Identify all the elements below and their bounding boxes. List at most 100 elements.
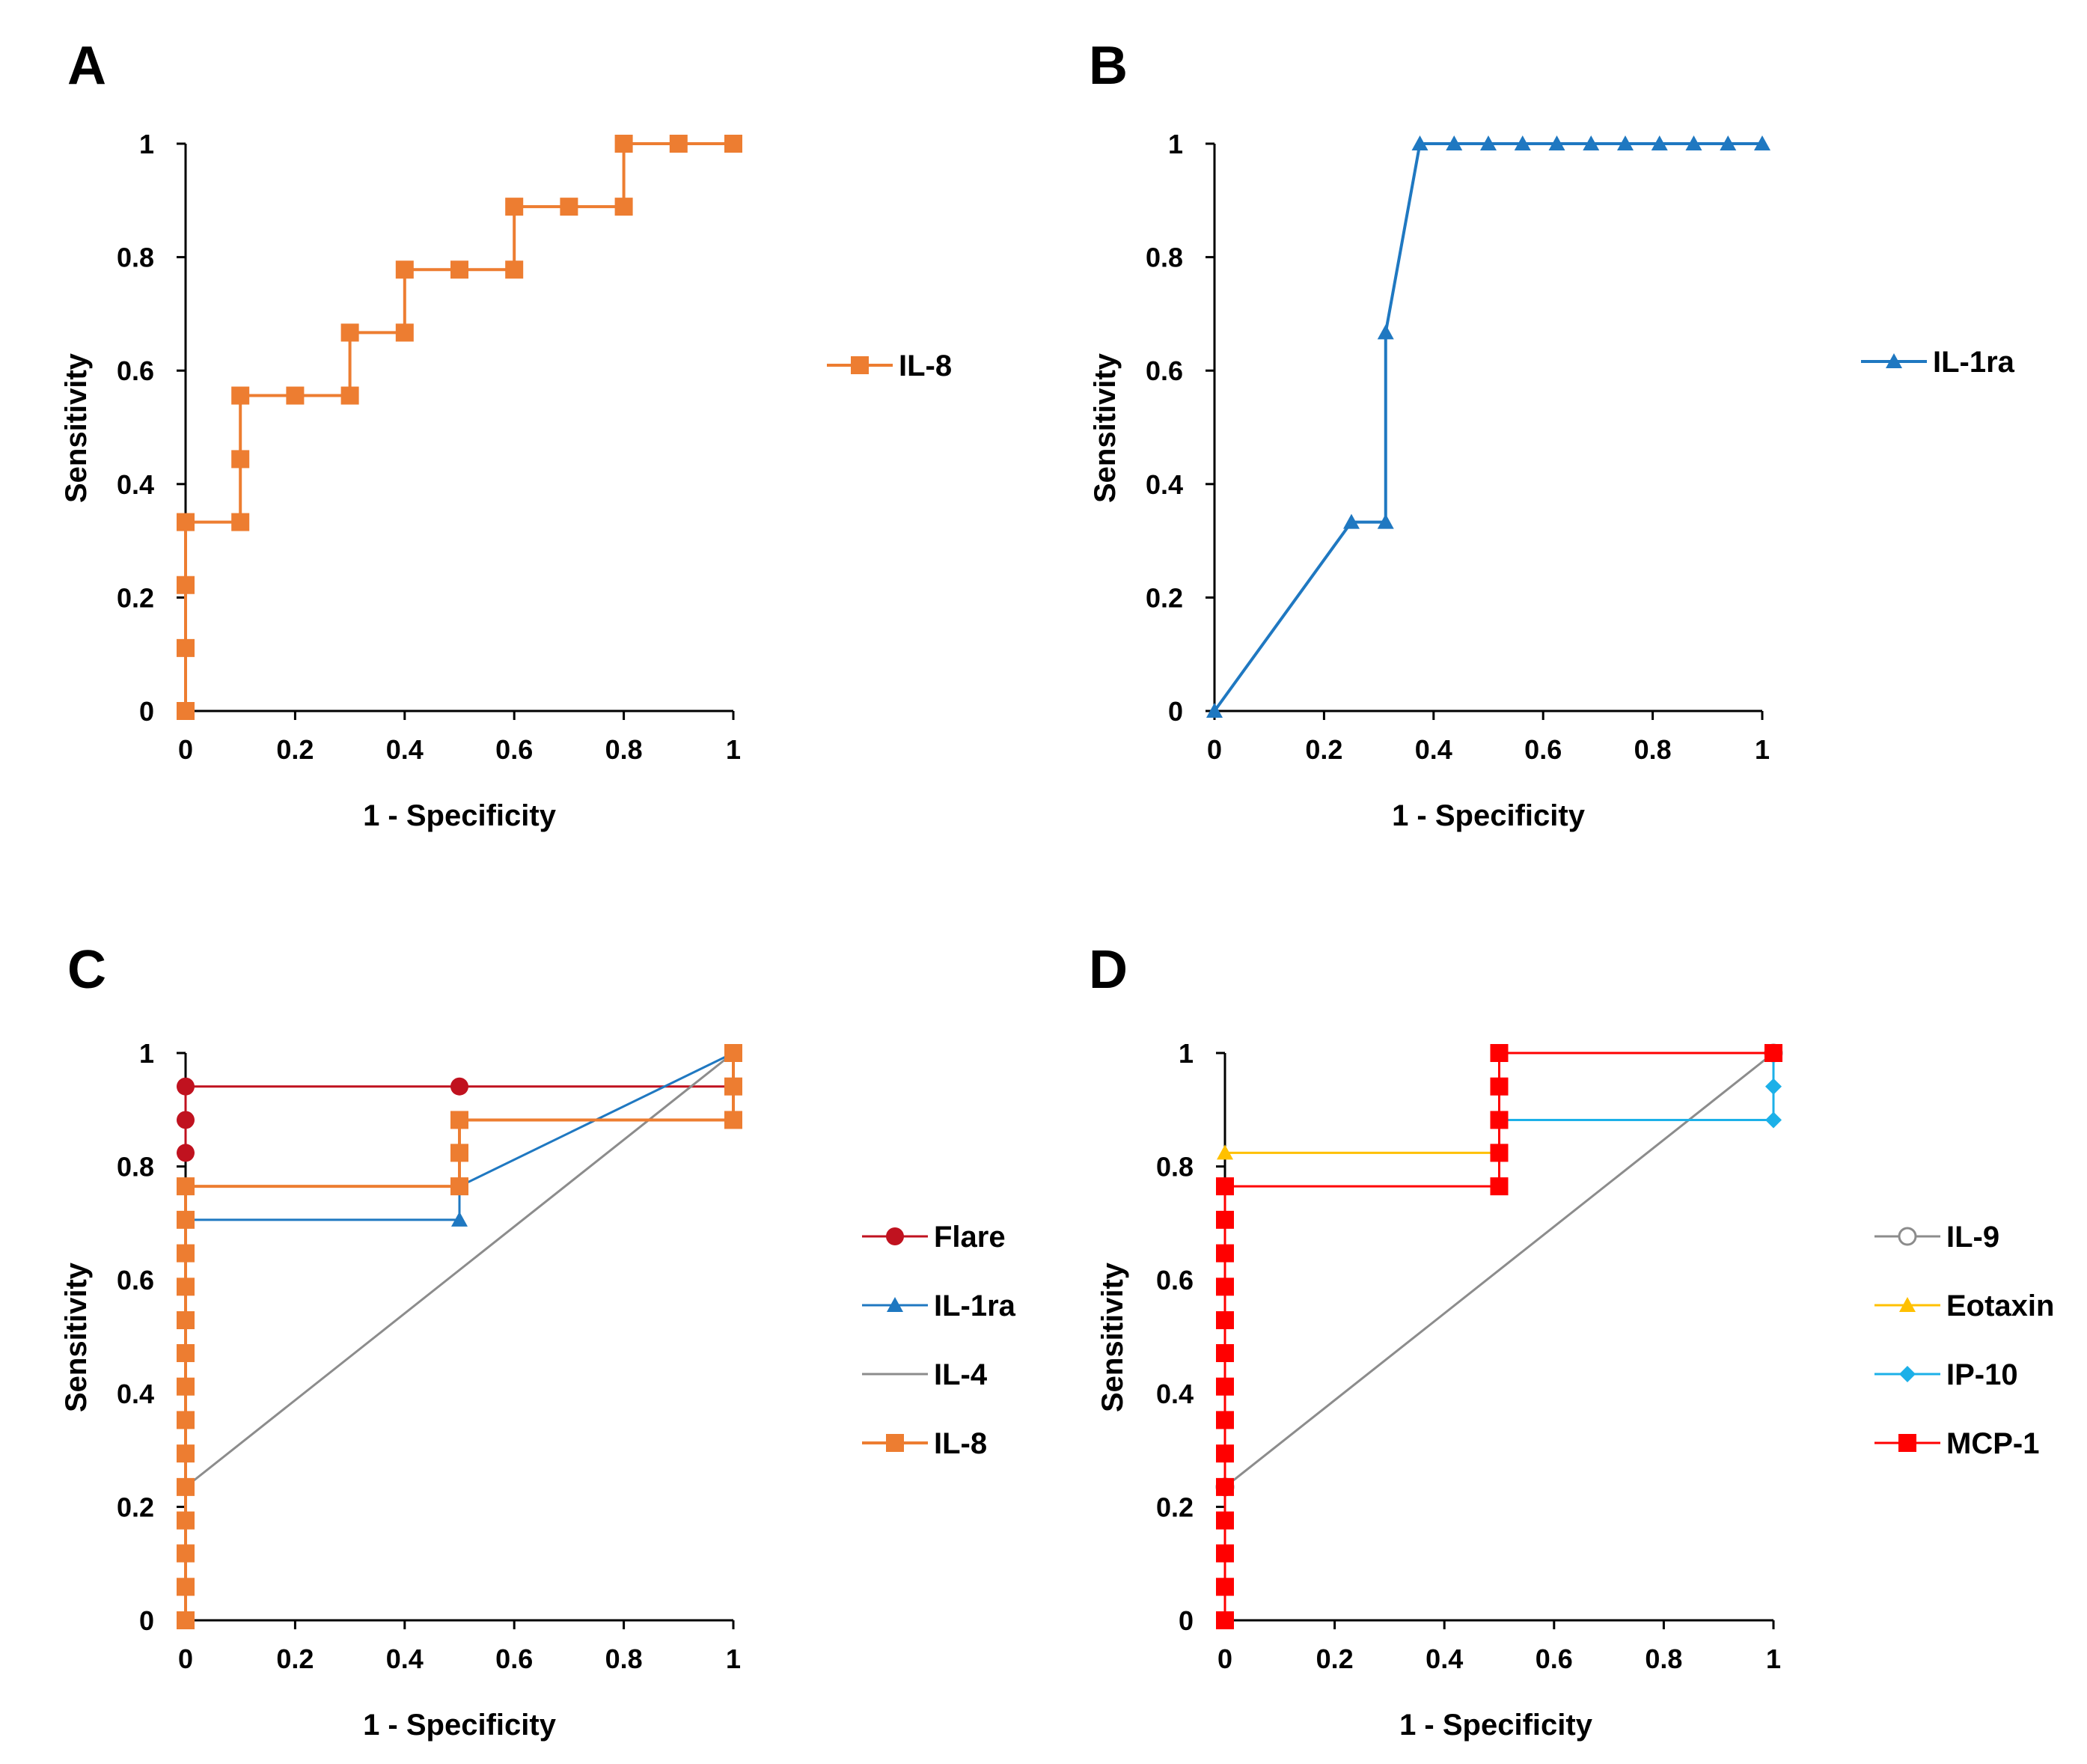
square-marker (1216, 1278, 1234, 1296)
x-tick-label: 0.4 (386, 1644, 424, 1674)
square-marker (724, 135, 742, 153)
square-marker (177, 1377, 195, 1396)
square-marker (177, 1444, 195, 1463)
x-axis-title: 1 - Specificity (1392, 799, 1586, 832)
series-il-8 (177, 1044, 742, 1629)
square-marker (724, 1111, 742, 1129)
square-marker (886, 1434, 904, 1452)
square-marker (177, 513, 195, 531)
square-marker (1216, 1578, 1234, 1596)
triangle-marker (1206, 703, 1223, 718)
square-marker (614, 135, 633, 153)
y-tick-label: 0.2 (1156, 1492, 1194, 1522)
square-marker (1216, 1511, 1234, 1530)
series-ip-10 (1491, 1045, 1782, 1129)
series-line (1224, 1052, 1774, 1489)
series-eotaxin (1217, 1144, 1508, 1160)
square-marker (231, 513, 250, 531)
square-marker (1216, 1311, 1234, 1330)
legend: Flare IL-1ra IL-4 IL-8 (862, 1221, 1016, 1460)
panel-letter: A (67, 36, 106, 96)
legend: IL-9 Eotaxin IP-10 MCP-1 (1874, 1221, 2054, 1460)
panel-b: B 0 0.2 0.4 0.6 0.8 1 0 0.2 0.4 0.6 0.8 1 1 - Speci… (1089, 36, 2015, 832)
y-tick-label: 0.2 (117, 1492, 154, 1522)
y-axis-title: Sensitivity (1089, 353, 1122, 503)
x-tick-label: 0 (1207, 734, 1222, 765)
legend-label: IL-8 (934, 1427, 987, 1460)
y-tick-label: 0.2 (1146, 582, 1183, 613)
triangle-marker (1651, 135, 1668, 150)
square-marker (177, 702, 195, 720)
legend-item: IL-1ra (862, 1290, 1016, 1322)
series-line (185, 1052, 734, 1489)
series-il-1ra (1206, 135, 1770, 718)
square-marker (177, 576, 195, 594)
legend-item: IL-4 (862, 1358, 988, 1391)
x-tick-label: 0.4 (386, 734, 424, 765)
square-marker (1216, 1244, 1234, 1263)
y-tick-label: 0.8 (1156, 1152, 1194, 1182)
legend-label: MCP-1 (1946, 1427, 2039, 1460)
square-marker (395, 260, 414, 279)
x-tick-label: 0.6 (1536, 1644, 1573, 1674)
square-marker (177, 1177, 195, 1196)
y-tick-label: 0.6 (117, 355, 154, 386)
square-marker (450, 1144, 468, 1162)
triangle-marker (1685, 135, 1702, 150)
x-tick-label: 0.8 (1645, 1644, 1682, 1674)
triangle-marker (1886, 353, 1902, 368)
panel-d: D 0 0.2 0.4 0.6 0.8 1 0 0.2 0.4 0.6 0.8 1 1 - Speci… (1089, 940, 2054, 1742)
y-tick-label: 0.2 (117, 582, 154, 613)
square-marker (1216, 1343, 1234, 1362)
legend-label: IL-1ra (1933, 346, 2015, 379)
circle-marker (177, 1111, 195, 1129)
x-tick-label: 0.2 (276, 734, 314, 765)
x-tick-label: 1 (726, 1644, 741, 1674)
series-line (1223, 1052, 1773, 1620)
plot-area: 0 0.2 0.4 0.6 0.8 1 0 0.2 0.4 0.6 0.8 1 (117, 1038, 742, 1674)
legend-item: IP-10 (1874, 1358, 2018, 1391)
x-tick-label: 0.6 (1524, 734, 1562, 765)
x-tick-label: 1 (1766, 1644, 1781, 1674)
square-marker (231, 386, 250, 405)
legend-label: IL-1ra (934, 1290, 1016, 1322)
square-marker (669, 135, 688, 153)
square-marker (450, 1177, 468, 1196)
y-tick-label: 0 (139, 1605, 154, 1636)
triangle-marker (451, 1211, 468, 1227)
square-marker (177, 1210, 195, 1229)
square-marker (1490, 1044, 1509, 1062)
y-tick-label: 0.6 (1146, 355, 1183, 386)
y-tick-label: 0 (1168, 696, 1183, 727)
square-marker (340, 323, 359, 342)
square-marker (177, 1477, 195, 1496)
square-marker (1490, 1111, 1509, 1129)
triangle-marker (1899, 1297, 1916, 1312)
circle-marker (450, 1077, 468, 1096)
square-marker (231, 450, 250, 469)
square-marker (1764, 1044, 1782, 1062)
plot-area: 0 0.2 0.4 0.6 0.8 1 0 0.2 0.4 0.6 0.8 1 (1146, 129, 1770, 765)
diamond-marker (1899, 1366, 1916, 1382)
y-tick-label: 0.6 (117, 1265, 154, 1295)
legend-item: Eotaxin (1874, 1290, 2054, 1322)
triangle-marker (1217, 1144, 1233, 1160)
x-tick-label: 0 (178, 734, 193, 765)
series-line (184, 1053, 735, 1620)
square-marker (450, 1111, 468, 1129)
square-marker (450, 260, 468, 279)
y-axis-title: Sensitivity (60, 353, 93, 503)
y-tick-label: 1 (139, 129, 154, 159)
x-tick-label: 0 (178, 1644, 193, 1674)
y-tick-label: 0.4 (117, 1379, 154, 1409)
legend: IL-1ra (1861, 346, 2015, 379)
triangle-marker (1343, 513, 1360, 529)
triangle-marker (1480, 135, 1497, 150)
y-tick-label: 1 (139, 1038, 154, 1069)
x-tick-label: 0 (1217, 1644, 1232, 1674)
plot-area: 0 0.2 0.4 0.6 0.8 1 0 0.2 0.4 0.6 0.8 1 (117, 129, 742, 765)
square-marker (177, 1244, 195, 1263)
x-tick-label: 0.6 (495, 734, 533, 765)
series-mcp-1 (1216, 1044, 1782, 1629)
